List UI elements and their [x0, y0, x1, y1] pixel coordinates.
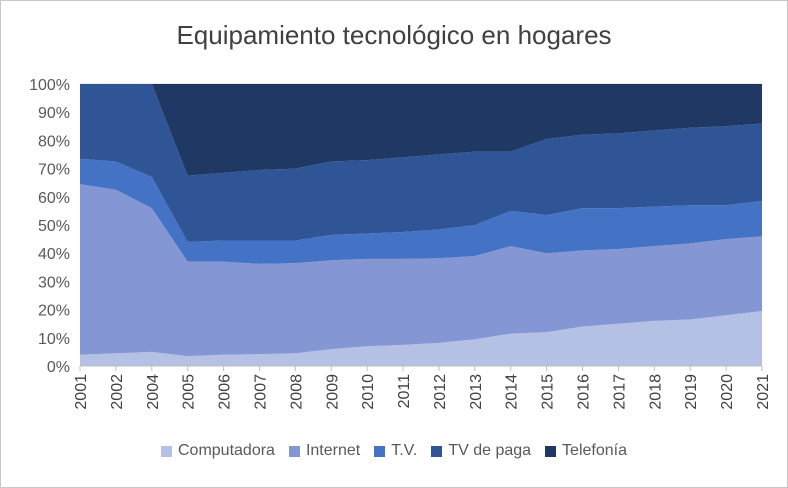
x-tick-label: 2008 — [288, 374, 305, 410]
x-tick-label: 2014 — [504, 374, 521, 410]
x-tick-label: 2007 — [252, 374, 269, 410]
y-tick-label: 40% — [38, 246, 70, 263]
legend-label: Internet — [306, 442, 360, 460]
legend-label: T.V. — [391, 442, 417, 460]
y-tick-label: 60% — [38, 190, 70, 207]
y-tick-label: 80% — [38, 133, 70, 150]
legend-swatch — [161, 446, 172, 457]
legend-item: TV de paga — [431, 442, 531, 460]
legend-item: Computadora — [161, 442, 275, 460]
x-tick-label: 2009 — [324, 374, 341, 410]
x-tick-label: 2020 — [719, 374, 736, 410]
x-tick-label: 2012 — [432, 374, 449, 410]
legend-item: Internet — [289, 442, 360, 460]
y-tick-label: 100% — [29, 77, 70, 94]
y-tick-label: 0% — [47, 359, 70, 376]
x-tick-label: 2015 — [540, 374, 557, 410]
legend-swatch — [289, 446, 300, 457]
legend-item: Telefonía — [545, 442, 627, 460]
y-tick-label: 30% — [38, 274, 70, 291]
x-tick-label: 2013 — [468, 374, 485, 410]
legend: Computadora Internet T.V. TV de paga Telefon… — [0, 442, 788, 460]
x-tick-label: 2010 — [360, 374, 377, 410]
x-tick-label: 2006 — [217, 374, 234, 410]
legend-label: Computadora — [178, 442, 275, 460]
legend-swatch — [545, 446, 556, 457]
legend-label: Telefonía — [562, 442, 627, 460]
legend-swatch — [374, 446, 385, 457]
y-tick-label: 70% — [38, 162, 70, 179]
y-tick-label: 50% — [38, 218, 70, 235]
y-tick-label: 20% — [38, 303, 70, 320]
legend-label: TV de paga — [448, 442, 531, 460]
legend-item: T.V. — [374, 442, 417, 460]
y-tick-label: 90% — [38, 105, 70, 122]
x-tick-label: 2001 — [73, 374, 90, 410]
legend-swatch — [431, 446, 442, 457]
y-tick-label: 10% — [38, 331, 70, 348]
x-tick-label: 2004 — [145, 374, 162, 410]
x-tick-label: 2011 — [396, 374, 413, 409]
x-tick-label: 2017 — [611, 374, 628, 410]
x-tick-label: 2005 — [181, 374, 198, 410]
x-tick-label: 2021 — [755, 374, 772, 410]
x-tick-label: 2002 — [109, 374, 126, 410]
x-tick-label: 2019 — [683, 374, 700, 410]
x-tick-label: 2016 — [576, 374, 593, 410]
x-tick-label: 2018 — [647, 374, 664, 410]
